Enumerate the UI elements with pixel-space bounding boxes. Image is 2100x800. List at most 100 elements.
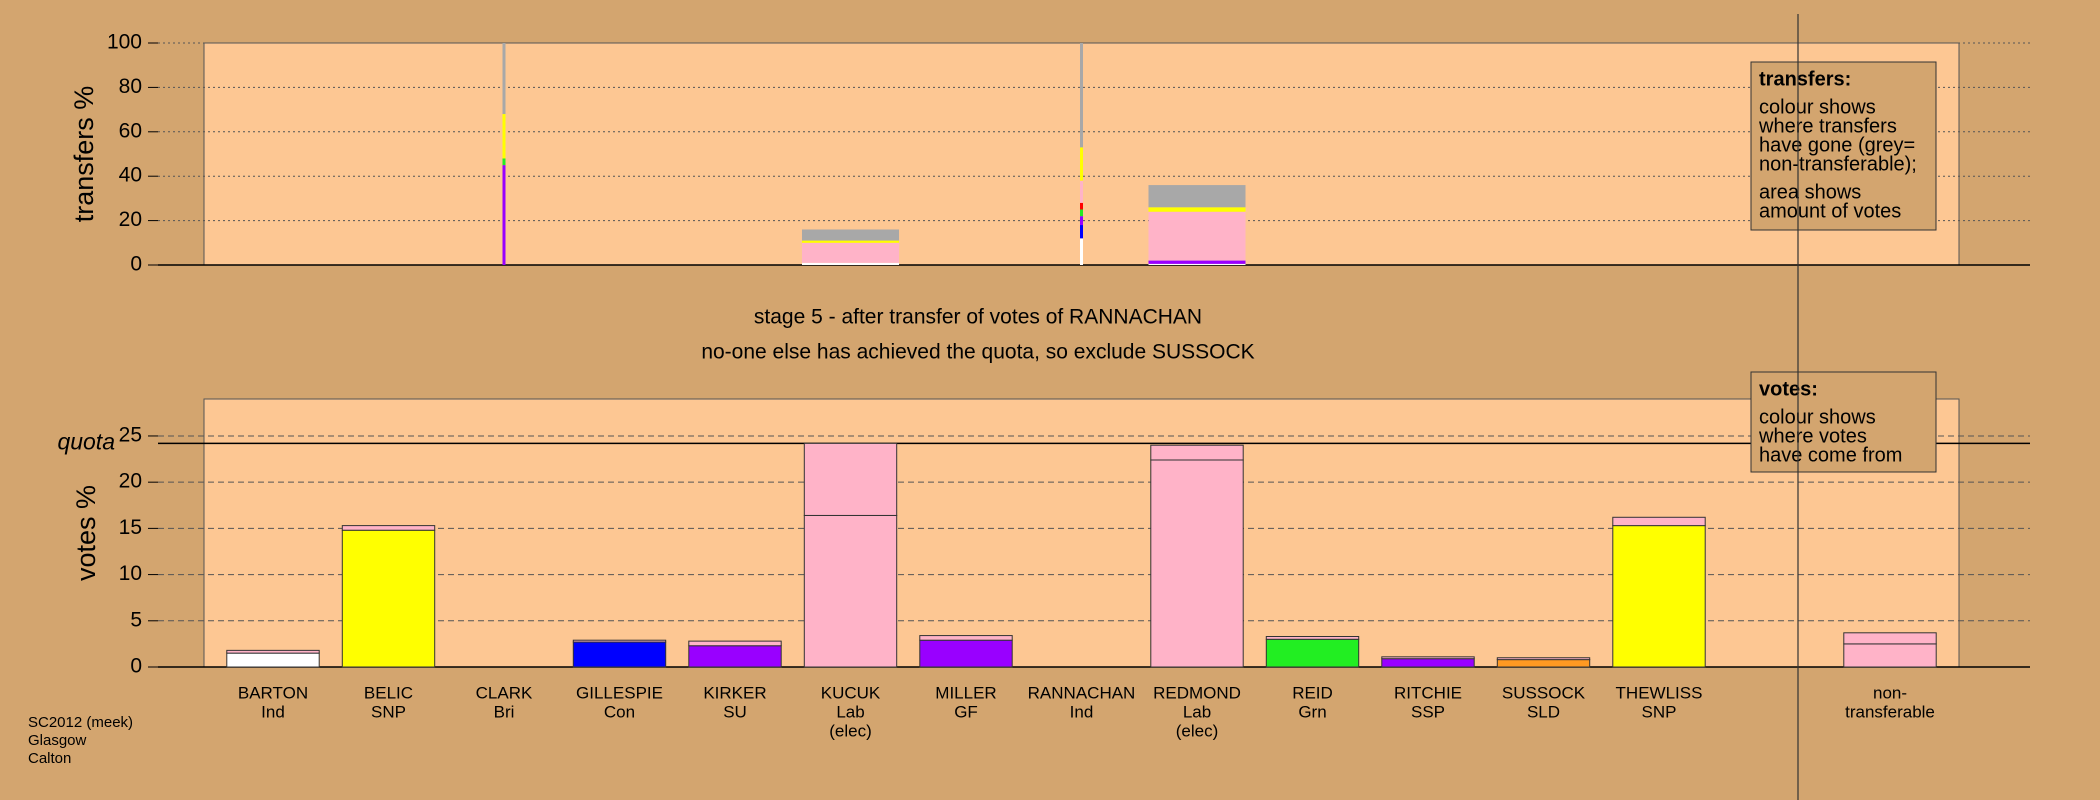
bar-segment bbox=[1148, 207, 1246, 212]
legend-text: colour shows bbox=[1759, 406, 1876, 428]
x-tick-label: KIRKER bbox=[703, 683, 766, 702]
bar-segment bbox=[1148, 263, 1246, 265]
y-tick-label: 40 bbox=[119, 164, 142, 187]
x-tick-label: Ind bbox=[261, 702, 285, 721]
y-tick-label: 0 bbox=[130, 655, 142, 678]
x-tick-label: SNP bbox=[1642, 702, 1677, 721]
y-tick-label: 15 bbox=[119, 516, 142, 539]
x-tick-label: SLD bbox=[1527, 702, 1560, 721]
footer-text: Glasgow bbox=[28, 732, 87, 749]
legend-text: colour shows bbox=[1759, 96, 1876, 118]
x-tick-label: RITCHIE bbox=[1394, 683, 1462, 702]
x-tick-label: REID bbox=[1292, 683, 1333, 702]
x-tick-label: BARTON bbox=[238, 683, 308, 702]
bar-segment bbox=[1843, 643, 1937, 668]
chart-title: no-one else has achieved the quota, so e… bbox=[701, 341, 1254, 364]
x-tick-label: MILLER bbox=[935, 683, 996, 702]
x-tick-label: Lab bbox=[1183, 702, 1211, 721]
bar-segment bbox=[1496, 657, 1591, 661]
bar-segment bbox=[803, 442, 898, 516]
bar-segment bbox=[226, 649, 320, 654]
bar-segment bbox=[1843, 632, 1937, 645]
x-tick-label: (elec) bbox=[1176, 721, 1219, 740]
x-tick-label: GF bbox=[954, 702, 978, 721]
y-tick-label: 20 bbox=[119, 208, 142, 231]
bar-segment bbox=[919, 635, 1013, 641]
bar-segment bbox=[1265, 636, 1360, 640]
bar-segment bbox=[688, 645, 782, 668]
footer-text: SC2012 (meek) bbox=[28, 714, 133, 731]
bar-segment bbox=[1150, 459, 1244, 668]
transfer-line bbox=[502, 158, 506, 166]
bar-segment bbox=[1148, 211, 1246, 261]
footer-text: Calton bbox=[28, 750, 71, 767]
transfer-line bbox=[1080, 209, 1083, 217]
x-tick-label: Bri bbox=[494, 702, 515, 721]
y-tick-label: 80 bbox=[119, 75, 142, 98]
x-tick-label: Ind bbox=[1070, 702, 1094, 721]
transfer-line bbox=[1080, 43, 1083, 148]
chart-title: stage 5 - after transfer of votes of RAN… bbox=[754, 306, 1202, 329]
bar-segment bbox=[801, 240, 900, 243]
transfer-line bbox=[1080, 225, 1083, 239]
bar-segment bbox=[572, 639, 667, 643]
x-tick-label: transferable bbox=[1845, 702, 1935, 721]
transfer-line bbox=[502, 43, 506, 115]
legend-box bbox=[1750, 61, 1937, 231]
transfer-line bbox=[502, 114, 506, 159]
transfer-line bbox=[1080, 202, 1083, 210]
x-tick-label: (elec) bbox=[829, 721, 872, 740]
x-tick-label: SU bbox=[723, 702, 747, 721]
y-axis-label: transfers % bbox=[69, 86, 99, 223]
legend-text: have come from bbox=[1759, 444, 1902, 466]
x-tick-label: SNP bbox=[371, 702, 406, 721]
bar-segment bbox=[688, 640, 782, 647]
x-tick-label: BELIC bbox=[364, 683, 413, 702]
bar-segment bbox=[1496, 659, 1591, 668]
x-tick-label: SSP bbox=[1411, 702, 1445, 721]
bar-segment bbox=[1148, 185, 1246, 208]
quota-label: quota bbox=[57, 428, 115, 454]
transfer-line bbox=[1080, 216, 1083, 226]
x-tick-label: non- bbox=[1873, 683, 1907, 702]
legend-title: transfers: bbox=[1759, 68, 1851, 90]
legend-box bbox=[1750, 371, 1937, 473]
x-tick-label: RANNACHAN bbox=[1028, 683, 1136, 702]
y-tick-label: 25 bbox=[119, 424, 142, 447]
x-tick-label: SUSSOCK bbox=[1502, 683, 1586, 702]
legend-text: where transfers bbox=[1758, 115, 1897, 137]
bar-segment bbox=[801, 229, 900, 241]
y-tick-label: 20 bbox=[119, 470, 142, 493]
y-tick-label: 10 bbox=[119, 562, 142, 585]
bar-segment bbox=[919, 639, 1013, 668]
x-tick-label: Con bbox=[604, 702, 635, 721]
y-tick-label: 0 bbox=[130, 253, 142, 276]
x-tick-label: GILLESPIE bbox=[576, 683, 663, 702]
bar-segment bbox=[341, 529, 436, 668]
bar-segment bbox=[1381, 656, 1475, 660]
bar-segment bbox=[803, 514, 898, 668]
legend-text: where votes bbox=[1758, 425, 1867, 447]
x-tick-label: Grn bbox=[1298, 702, 1326, 721]
legend-title: votes: bbox=[1759, 378, 1818, 400]
bar-segment bbox=[1612, 516, 1706, 527]
bar-segment bbox=[801, 242, 900, 263]
x-tick-label: KUCUK bbox=[821, 683, 881, 702]
y-axis-label: votes % bbox=[71, 485, 101, 581]
bar-segment bbox=[1381, 658, 1475, 668]
y-tick-label: 60 bbox=[119, 119, 142, 142]
transfer-line bbox=[1080, 147, 1083, 181]
legend-text: non-transferable); bbox=[1759, 153, 1917, 175]
bar-segment bbox=[1150, 444, 1244, 461]
x-tick-label: THEWLISS bbox=[1616, 683, 1703, 702]
bar-segment bbox=[226, 652, 320, 668]
transfer-line bbox=[502, 165, 506, 265]
bar-segment bbox=[801, 262, 900, 265]
bar-segment bbox=[1612, 525, 1706, 668]
transfer-line bbox=[1080, 238, 1083, 265]
transfer-line bbox=[1080, 180, 1083, 203]
bar-segment bbox=[572, 641, 667, 668]
bar-segment bbox=[341, 525, 436, 531]
x-tick-label: CLARK bbox=[476, 683, 533, 702]
